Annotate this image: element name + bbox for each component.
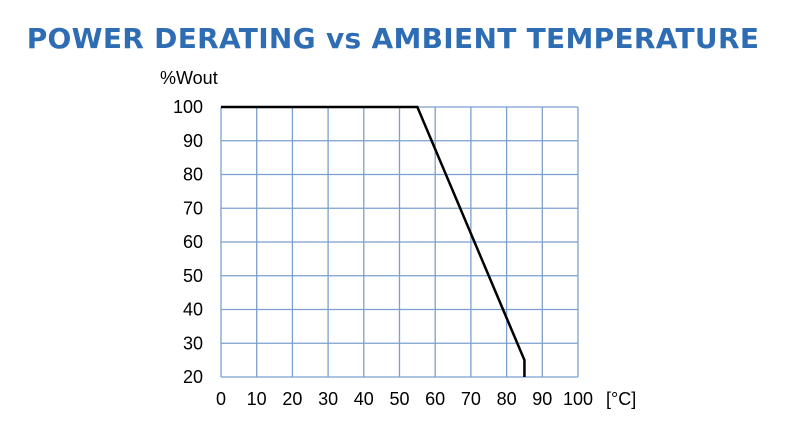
x-tick-label: 70 [461,389,481,409]
x-tick-label: 40 [354,389,374,409]
y-axis-label: %Wout [160,68,218,88]
y-tick-label: 80 [183,165,203,185]
y-tick-label: 50 [183,266,203,286]
x-tick-label: 10 [247,389,267,409]
y-tick-label: 60 [183,232,203,252]
x-tick-label: 50 [389,389,409,409]
derating-curve-line [221,105,526,377]
chart-title: POWER DERATING vs AMBIENT TEMPERATURE [26,22,760,55]
x-tick-label: 80 [497,389,517,409]
x-tick-label: 0 [216,389,226,409]
x-tick-labels: 0 10 20 30 40 50 60 70 80 90 100 [216,389,593,409]
x-tick-label: 30 [318,389,338,409]
x-tick-label: 20 [282,389,302,409]
y-tick-label: 70 [183,198,203,218]
grid [220,106,579,378]
y-tick-label: 40 [183,300,203,320]
y-tick-label: 100 [173,97,203,117]
y-tick-label: 20 [183,367,203,387]
x-tick-label: 100 [563,389,593,409]
x-axis-unit-label: [°C] [606,389,636,409]
x-tick-label: 60 [425,389,445,409]
y-tick-label: 90 [183,131,203,151]
y-tick-label: 30 [183,333,203,353]
y-tick-labels: 100 90 80 70 60 50 40 30 20 [173,97,203,387]
x-tick-label: 90 [532,389,552,409]
